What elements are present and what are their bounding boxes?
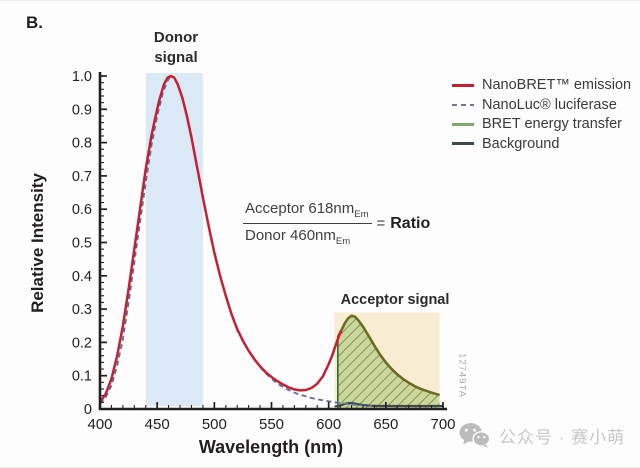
y-tick-label: 0.8 [72, 136, 92, 152]
numerator-subscript: Em [354, 209, 369, 220]
acceptor-signal-label: Acceptor signal [340, 292, 450, 308]
legend-item-nanoluc-luciferase: NanoLuc® luciferase [452, 96, 631, 113]
legend-item-bret-energy-transfer: BRET energy transfer [452, 117, 631, 132]
wechat-icon [459, 423, 490, 448]
wechat-account-label: 公众号 · 赛小萌 [499, 427, 626, 447]
ratio-equals-group: = Ratio [376, 215, 430, 233]
x-tick-label: 600 [316, 416, 341, 433]
x-tick-label: 450 [145, 416, 170, 433]
x-tick-label: 700 [430, 416, 455, 433]
y-tick-label: 0.4 [72, 269, 92, 285]
ratio-numerator: Acceptor 618nmEm [243, 200, 373, 224]
legend-swatch-green-line [452, 122, 474, 126]
y-tick-label: 0.1 [72, 369, 92, 385]
y-tick-label: 0.5 [72, 236, 92, 252]
denominator-subscript: Em [335, 236, 351, 247]
panel-label: B. [26, 13, 43, 32]
legend-swatch-dark-line [452, 142, 474, 146]
ratio-word: Ratio [390, 214, 431, 232]
legend-label: NanoBRET™ emission [482, 77, 632, 93]
legend-item-background: Background [452, 135, 631, 152]
legend-label: Background [482, 135, 560, 152]
y-tick-label: 0.3 [72, 302, 92, 318]
legend-swatch-dashed-line [452, 103, 474, 106]
x-tick-label: 500 [202, 416, 227, 433]
equals-sign: = [376, 215, 386, 232]
y-axis-title: Relative Intensity [28, 173, 47, 313]
ratio-denominator: Donor 460nmEm [245, 227, 351, 247]
x-axis-title: Wavelength (nm) [198, 437, 344, 457]
legend: NanoBRET™ emission NanoLuc® luciferase B… [452, 78, 631, 156]
y-tick-label: 0 [84, 402, 92, 418]
ratio-fraction: Acceptor 618nmEm Donor 460nmEm [243, 200, 373, 247]
watermark: 12749TA [456, 353, 468, 398]
x-tick-label: 550 [259, 416, 284, 433]
legend-item-nanobret-emission: NanoBRET™ emission [452, 78, 631, 93]
y-tick-label: 0.6 [72, 202, 92, 218]
legend-swatch-red-line [452, 83, 474, 87]
x-tick-label: 650 [373, 416, 398, 433]
x-tick-label: 400 [87, 416, 112, 433]
y-tick-label: 0.9 [72, 102, 92, 118]
legend-label: NanoLuc® luciferase [482, 96, 617, 113]
wechat-footer: 公众号 · 赛小萌 [459, 422, 625, 448]
legend-label: BRET energy transfer [482, 116, 622, 132]
ratio-annotation: Acceptor 618nmEm Donor 460nmEm = Ratio [243, 200, 430, 247]
y-tick-label: 0.7 [72, 169, 92, 185]
donor-signal-label: Donor signal [153, 29, 199, 66]
y-tick-label: 0.2 [72, 335, 92, 351]
y-tick-label: 1.0 [72, 69, 92, 85]
